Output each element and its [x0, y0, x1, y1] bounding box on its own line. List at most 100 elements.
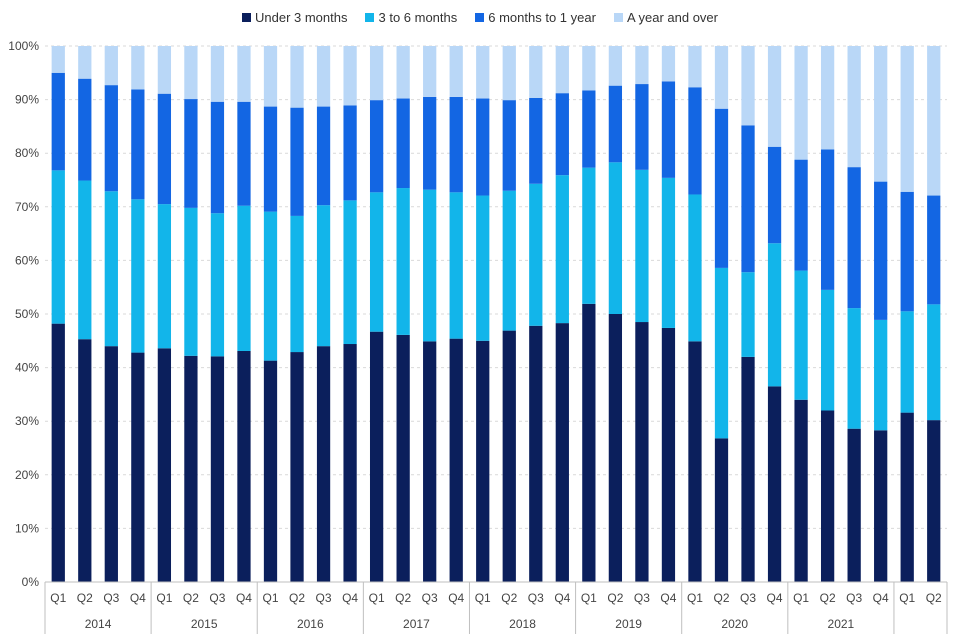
bar-segment: [78, 78, 92, 181]
bar-segment: [423, 46, 437, 97]
bar-segment: [582, 90, 596, 168]
x-tick-label: Q2: [183, 591, 199, 605]
bar-segment: [290, 215, 304, 353]
x-tick-label: Q1: [156, 591, 172, 605]
bar-segment: [767, 46, 782, 147]
bar-segment: [210, 101, 225, 214]
bar-segment: [210, 213, 225, 357]
bar-segment: [423, 341, 437, 582]
bar-segment: [767, 243, 782, 387]
x-tick-label: Q4: [130, 591, 146, 605]
year-label: 2021: [828, 617, 855, 631]
bar-segment: [476, 98, 490, 196]
bar-segment: [608, 314, 623, 582]
bar-segment: [184, 99, 198, 208]
bar-segment: [237, 205, 251, 351]
y-tick-label: 20%: [15, 468, 39, 482]
x-tick-label: Q4: [660, 591, 676, 605]
bar-segment: [131, 46, 145, 90]
bar-segment: [874, 430, 888, 582]
bar-segment: [51, 46, 65, 73]
x-tick-label: Q2: [713, 591, 729, 605]
x-tick-label: Q1: [581, 591, 597, 605]
bar-segment: [794, 46, 808, 160]
bar-segment: [555, 323, 569, 582]
y-tick-label: 70%: [15, 200, 39, 214]
bar-segment: [423, 96, 437, 190]
bar-segment: [449, 96, 463, 193]
bar-segment: [582, 303, 596, 582]
y-tick-label: 100%: [8, 39, 39, 53]
x-tick-label: Q2: [395, 591, 411, 605]
bar-segment: [316, 205, 331, 347]
bar-segment: [237, 46, 251, 102]
bar-segment: [820, 410, 835, 582]
bar-segment: [794, 159, 808, 271]
y-tick-label: 30%: [15, 414, 39, 428]
bar-segment: [529, 183, 543, 326]
bar-segment: [369, 46, 384, 101]
year-label: 2015: [191, 617, 218, 631]
year-label: 2020: [721, 617, 748, 631]
bar-segment: [847, 46, 861, 168]
bar-segment: [555, 93, 569, 176]
x-tick-label: Q3: [209, 591, 225, 605]
bar-segment: [635, 322, 649, 582]
bar-segment: [263, 46, 278, 107]
legend-item-under-3-months: Under 3 months: [241, 10, 347, 25]
y-tick-label: 90%: [15, 93, 39, 107]
bar-segment: [767, 386, 782, 582]
bar-segment: [316, 346, 331, 582]
bar-segment: [927, 304, 941, 421]
bar-segment: [900, 412, 914, 582]
bar-segment: [316, 46, 331, 107]
x-tick-label: Q3: [740, 591, 756, 605]
x-tick-label: Q2: [926, 591, 942, 605]
bar-segment: [396, 334, 410, 582]
bar-segment: [184, 355, 198, 582]
legend-swatch: [365, 13, 375, 22]
bar-segment: [104, 85, 118, 192]
year-label: 2016: [297, 617, 324, 631]
bar-segment: [290, 352, 304, 582]
bar-segment: [661, 81, 676, 178]
bar-segment: [78, 180, 92, 340]
x-tick-label: Q4: [342, 591, 358, 605]
bar-segment: [635, 46, 649, 85]
bar-segment: [582, 46, 596, 91]
bar-segment: [688, 46, 702, 88]
bar-segment: [423, 189, 437, 342]
bar-segment: [502, 190, 516, 331]
bar-segment: [210, 46, 225, 102]
bar-segment: [874, 319, 888, 431]
bar-segment: [369, 331, 384, 582]
year-label: 2018: [509, 617, 536, 631]
bar-segment: [661, 327, 676, 582]
bar-segment: [104, 46, 118, 86]
bar-segment: [529, 325, 543, 582]
bar-segment: [529, 97, 543, 184]
legend-label: 3 to 6 months: [378, 10, 458, 25]
bar-segment: [635, 84, 649, 170]
bar-segment: [396, 98, 410, 189]
x-tick-label: Q1: [475, 591, 491, 605]
bar-segment: [794, 399, 808, 582]
bar-segment: [476, 340, 490, 582]
bar-segment: [343, 46, 357, 106]
bar-segment: [820, 46, 835, 150]
x-tick-label: Q3: [316, 591, 332, 605]
x-tick-label: Q2: [501, 591, 517, 605]
y-tick-label: 40%: [15, 361, 39, 375]
x-tick-label: Q1: [369, 591, 385, 605]
bar-segment: [157, 204, 172, 349]
bar-segment: [449, 338, 463, 582]
bar-segment: [502, 46, 516, 101]
bar-segment: [608, 85, 623, 163]
bar-segment: [688, 87, 702, 195]
x-tick-label: Q2: [77, 591, 93, 605]
legend-label: 6 months to 1 year: [488, 10, 596, 25]
bar-segment: [184, 46, 198, 100]
bar-segment: [608, 46, 623, 86]
bar-segment: [449, 192, 463, 339]
bar-segment: [78, 339, 92, 582]
